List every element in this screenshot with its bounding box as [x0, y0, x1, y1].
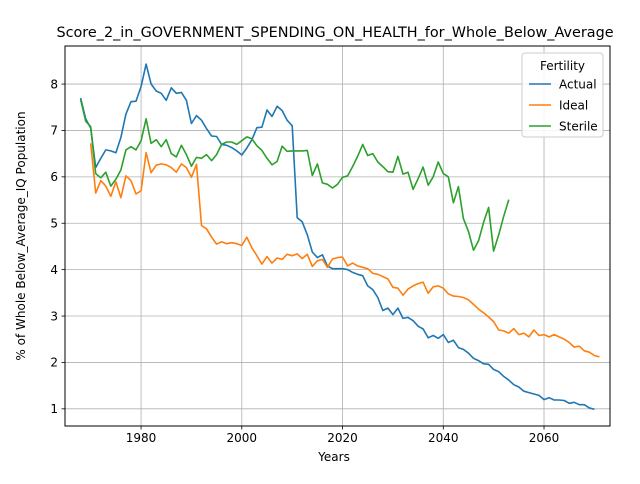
- y-tick-label: 6: [50, 170, 58, 184]
- x-tick-label: 2040: [428, 431, 459, 445]
- legend-label-actual: Actual: [559, 78, 597, 92]
- y-tick-label: 8: [50, 77, 58, 91]
- series-lines: [79, 63, 600, 411]
- legend-box: [521, 52, 604, 138]
- axis-ticks: 1980 2000 2020 2040 2060 1 2 3 4 5 6 7 8: [50, 77, 559, 445]
- grid-lines: [65, 46, 610, 426]
- y-tick-label: 5: [50, 217, 58, 231]
- legend-label-sterile: Sterile: [559, 120, 598, 134]
- y-axis-label: % of Whole Below_Average_IQ Population: [14, 111, 28, 360]
- series-line-ideal: [89, 143, 600, 358]
- x-tick-label: 2020: [327, 431, 358, 445]
- x-tick-label: 1980: [126, 431, 157, 445]
- chart-title: Score_2_in_GOVERNMENT_SPENDING_ON_HEALTH…: [56, 25, 613, 41]
- legend-label-ideal: Ideal: [559, 99, 588, 113]
- y-tick-label: 1: [50, 402, 58, 416]
- series-line-actual: [79, 63, 595, 411]
- series-line-sterile: [79, 99, 510, 252]
- legend-title: Fertility: [540, 59, 585, 73]
- x-tick-label: 2000: [227, 431, 258, 445]
- y-tick-label: 7: [50, 124, 58, 138]
- y-tick-label: 2: [50, 356, 58, 370]
- legend: Fertility Actual Ideal Sterile: [521, 52, 604, 138]
- y-tick-label: 4: [50, 263, 58, 277]
- y-tick-label: 3: [50, 309, 58, 323]
- plot-frame: [64, 45, 611, 427]
- x-axis-label: Years: [317, 450, 350, 464]
- x-tick-label: 2060: [529, 431, 560, 445]
